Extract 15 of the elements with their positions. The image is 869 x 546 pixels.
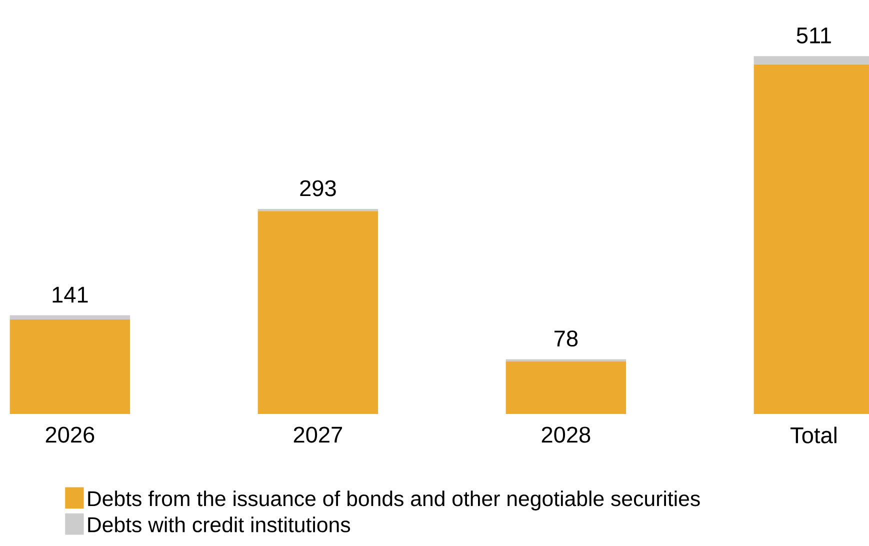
bar xyxy=(258,208,378,212)
x-tick-label: Total xyxy=(790,426,836,444)
bar xyxy=(10,320,130,414)
annotation: 511 xyxy=(796,28,831,44)
bar xyxy=(10,315,130,320)
legend-label: Debts from the issuance of bonds and other negotiable securities xyxy=(88,490,700,510)
annotation: 78 xyxy=(554,330,578,347)
annotation: 293 xyxy=(300,180,336,196)
legend-label: Debts with credit institutions xyxy=(88,516,350,532)
x-tick-label: 2026 xyxy=(46,426,94,443)
x-tick-label: 2027 xyxy=(294,426,342,443)
bar xyxy=(258,211,378,414)
bar xyxy=(506,361,626,414)
annotation: 141 xyxy=(52,286,88,303)
x-tick-label: 2028 xyxy=(542,426,590,443)
